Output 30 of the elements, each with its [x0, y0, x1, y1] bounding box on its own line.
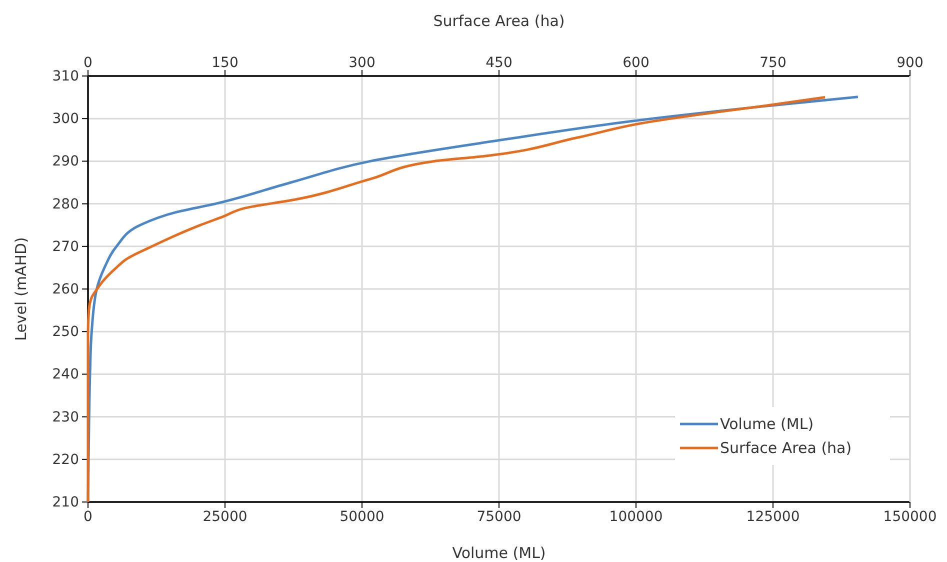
- y-tick-label: 230: [52, 409, 79, 426]
- x2-tick-label: 600: [622, 55, 650, 71]
- y-tick-label: 270: [52, 238, 79, 255]
- y-tick-label: 300: [52, 111, 79, 128]
- x2-tick-label: 750: [760, 55, 786, 71]
- x-tick-label: 75000: [476, 508, 522, 525]
- y-tick-label: 240: [52, 366, 79, 383]
- x-axis-title: Volume (ML): [452, 544, 546, 562]
- x2-tick-label: 150: [212, 55, 238, 71]
- y-tick-label: 250: [52, 324, 79, 340]
- legend-label: Volume (ML): [720, 415, 814, 433]
- x-tick-label: 125000: [746, 508, 800, 525]
- y-tick-label: 210: [52, 494, 79, 510]
- y-tick-label: 220: [52, 452, 79, 468]
- x-tick-label: 150000: [883, 508, 937, 525]
- x2-axis-title: Surface Area (ha): [433, 12, 565, 30]
- x2-tick-label: 0: [84, 55, 92, 71]
- y-tick-label: 310: [52, 68, 79, 84]
- x-tick-label: 25000: [202, 508, 248, 525]
- y-axis-title: Level (mAHD): [12, 237, 30, 341]
- y-tick-label: 290: [52, 154, 79, 170]
- x2-tick-label: 300: [348, 55, 376, 71]
- x-tick-label: 0: [84, 508, 92, 525]
- y-tick-label: 280: [52, 196, 79, 212]
- x-tick-label: 100000: [609, 508, 663, 525]
- x-tick-label: 50000: [340, 508, 384, 525]
- x2-tick-label: 450: [486, 55, 512, 71]
- legend-label: Surface Area (ha): [720, 439, 852, 457]
- y-tick-label: 260: [52, 281, 79, 298]
- x2-tick-label: 900: [896, 55, 924, 71]
